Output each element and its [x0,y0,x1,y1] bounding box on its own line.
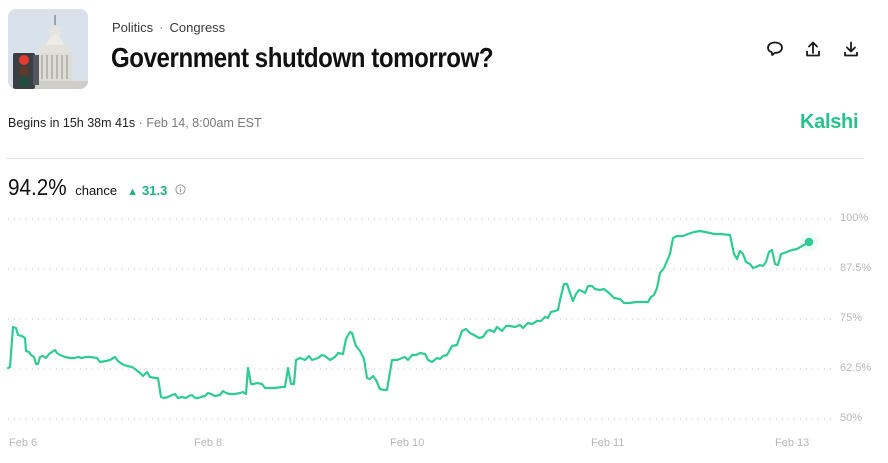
download-icon [844,41,858,57]
header-actions [764,38,862,60]
page-title: Government shutdown tomorrow? [111,42,494,73]
grid-lines [8,218,836,420]
y-tick-75: 75% [840,312,863,324]
x-tick-feb13: Feb 13 [775,437,810,449]
comment-button[interactable] [764,38,786,60]
event-date: Feb 14, 8:00am EST [146,116,262,130]
market-thumbnail [8,9,88,89]
breadcrumb-politics[interactable]: Politics [112,20,154,35]
current-point-marker[interactable] [804,237,814,247]
download-button[interactable] [840,38,862,60]
probability-value: 94.2% [8,174,67,200]
breadcrumb-congress[interactable]: Congress [169,20,226,35]
x-tick-feb8: Feb 8 [194,437,223,449]
capitol-image-icon [8,9,88,89]
x-tick-feb6: Feb 6 [9,437,38,449]
y-tick-50: 50% [840,412,863,424]
comment-icon [767,41,783,56]
breadcrumb-separator: · [159,20,164,35]
x-tick-feb10: Feb 10 [390,437,425,449]
share-button[interactable] [802,38,824,60]
y-tick-62-5: 62.5% [840,362,872,374]
chance-label: chance [75,183,118,198]
x-tick-feb11: Feb 11 [591,437,625,449]
probability-chart[interactable] [0,200,888,463]
breadcrumb: Politics · Congress [112,20,225,35]
kalshi-logo[interactable]: Kalshi [800,111,859,133]
up-arrow-icon: ▲ [127,186,139,198]
divider [5,158,864,159]
y-tick-100: 100% [840,212,869,224]
info-icon[interactable] [175,184,186,195]
countdown: Begins in 15h 38m 41s [8,116,136,130]
timing-separator: · [138,116,143,130]
change-value: 31.3 [142,183,168,198]
share-icon [806,41,820,57]
probability-line [6,229,811,400]
event-timing: Begins in 15h 38m 41s · Feb 14, 8:00am E… [8,116,262,130]
probability-summary: 94.2% chance ▲ 31.3 [8,174,186,201]
change-indicator: ▲ 31.3 [127,183,167,198]
y-tick-87-5: 87.5% [840,262,872,274]
